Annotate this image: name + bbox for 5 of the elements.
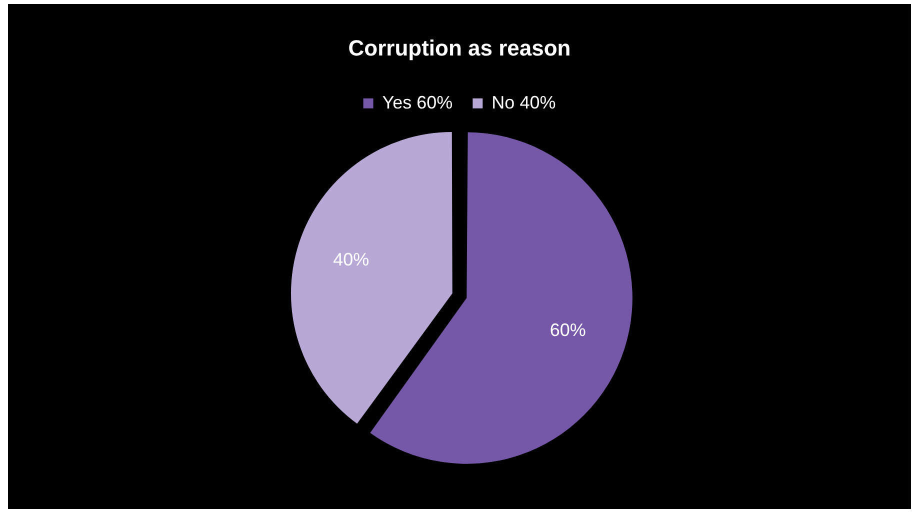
- data-label: 40%: [333, 249, 370, 270]
- chart-title: Corruption as reason: [348, 35, 571, 60]
- legend-label: Yes 60%: [382, 92, 453, 112]
- legend-label: No 40%: [492, 92, 556, 112]
- data-label: 60%: [550, 320, 586, 340]
